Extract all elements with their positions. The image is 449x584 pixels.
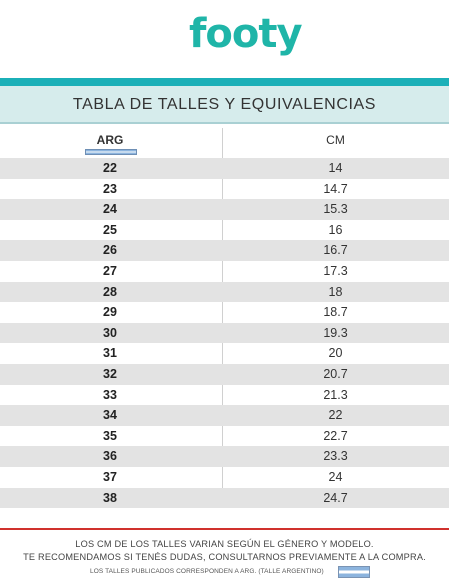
table-row: 28 18 [0,281,449,303]
cell-cm: 16 [328,222,343,237]
table-row: 33 21.3 [0,385,449,406]
header-cm: CM [326,133,345,147]
cell-cm: 21.3 [323,387,348,402]
table-row: 29 18.7 [0,302,449,323]
cell-arg: 35 [103,428,117,443]
cell-arg: 32 [103,366,117,381]
cell-arg: 38 [103,490,117,505]
table-row: 31 20 [0,343,449,364]
cell-cm: 20 [328,346,343,361]
footer-note-2: TE RECOMENDAMOS SI TENÉS DUDAS, CONSULTA… [23,552,426,562]
cell-cm: 23.3 [323,449,348,464]
cell-cm: 16.7 [323,243,348,258]
page-title: TABLA DE TALLES Y EQUIVALENCIAS [0,86,449,124]
table-row: 37 24 [0,467,449,488]
cell-arg: 34 [103,408,117,423]
table-header: ARG CM [0,128,449,158]
table-row: 24 15.3 [0,199,449,220]
cell-arg: 27 [103,263,117,278]
table-row: 30 19.3 [0,322,449,344]
cell-cm: 14 [328,161,343,175]
table-row: 35 22.7 [0,426,449,447]
cell-arg: 31 [103,346,117,361]
header: footy [0,0,449,78]
header-arg: ARG [96,133,124,147]
table-row: 26 16.7 [0,240,449,261]
cell-cm: 15.3 [323,202,348,217]
table-row: 22 14 [0,158,449,179]
footer-note-3: LOS TALLES PUBLICADOS CORRESPONDEN A ARG… [90,568,324,575]
cell-cm: 19.3 [323,325,348,340]
cell-cm: 14.7 [323,181,348,196]
footy-logo: footy [189,11,303,57]
cell-arg: 37 [103,469,117,484]
table-row: 32 20.7 [0,363,449,385]
cell-arg: 22 [103,161,117,175]
cell-cm: 22.7 [323,428,348,443]
cell-arg: 33 [103,387,117,402]
argentina-flag-icon [338,566,370,578]
table-row: 25 16 [0,220,449,241]
cell-arg: 28 [103,284,117,299]
cell-arg: 24 [103,202,117,217]
cell-cm: 17.3 [323,263,348,278]
cell-arg: 26 [103,243,117,258]
table-row: 38 24.7 [0,487,449,509]
cell-arg: 25 [103,222,117,237]
table-row: 23 14.7 [0,179,449,200]
cell-cm: 20.7 [323,366,348,381]
cell-arg: 36 [103,449,117,464]
cell-cm: 18 [328,284,343,299]
cell-arg: 30 [103,325,117,340]
accent-bar [0,78,449,86]
argentina-flag-icon [85,149,137,155]
size-table: ARG CM 22 14 23 14.7 24 15.3 25 16 26 16.7 27 17.3 2… [0,128,449,509]
cell-cm: 24 [328,469,343,484]
cell-cm: 24.7 [323,490,348,505]
cell-arg: 29 [103,305,117,320]
column-divider [222,128,223,508]
cell-arg: 23 [103,181,117,196]
footer-note-1: LOS CM DE LOS TALLES VARIAN SEGÚN EL GÉN… [75,539,374,549]
cell-cm: 22 [328,408,343,423]
table-row: 27 17.3 [0,261,449,282]
table-body: 22 14 23 14.7 24 15.3 25 16 26 16.7 27 17.3 28 18 29 18… [0,158,449,509]
footer-divider [0,528,449,530]
cell-cm: 18.7 [323,305,348,320]
table-row: 36 23.3 [0,446,449,467]
table-row: 34 22 [0,405,449,426]
